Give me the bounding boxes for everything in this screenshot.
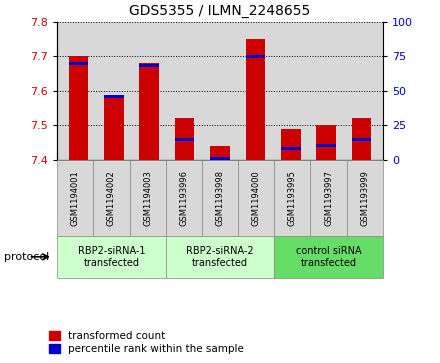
- Bar: [281, 129, 301, 160]
- Bar: [139, 63, 159, 160]
- Bar: [175, 118, 194, 160]
- Text: control siRNA
transfected: control siRNA transfected: [296, 246, 361, 268]
- Text: RBP2-siRNA-1
transfected: RBP2-siRNA-1 transfected: [78, 246, 145, 268]
- Text: RBP2-siRNA-2
transfected: RBP2-siRNA-2 transfected: [186, 246, 254, 268]
- Bar: [281, 147, 301, 150]
- Bar: [246, 55, 265, 58]
- Text: GSM1193995: GSM1193995: [288, 170, 297, 226]
- Bar: [69, 62, 88, 65]
- Text: GSM1194001: GSM1194001: [71, 170, 80, 226]
- Text: GSM1194000: GSM1194000: [252, 170, 260, 226]
- Text: GSM1193996: GSM1193996: [180, 170, 188, 226]
- Text: GSM1193998: GSM1193998: [216, 170, 224, 226]
- Bar: [352, 118, 371, 160]
- Text: GSM1193999: GSM1193999: [360, 170, 369, 226]
- Bar: [139, 64, 159, 68]
- Bar: [352, 138, 371, 140]
- Bar: [104, 95, 124, 98]
- Legend: transformed count, percentile rank within the sample: transformed count, percentile rank withi…: [49, 331, 244, 354]
- Text: protocol: protocol: [4, 252, 50, 262]
- Text: GSM1194002: GSM1194002: [107, 170, 116, 226]
- Bar: [210, 146, 230, 160]
- Bar: [175, 138, 194, 140]
- Text: GSM1193997: GSM1193997: [324, 170, 333, 226]
- Bar: [316, 125, 336, 160]
- Text: GSM1194003: GSM1194003: [143, 170, 152, 226]
- Bar: [69, 56, 88, 160]
- Bar: [104, 98, 124, 160]
- Title: GDS5355 / ILMN_2248655: GDS5355 / ILMN_2248655: [129, 4, 311, 18]
- Bar: [316, 144, 336, 147]
- Bar: [210, 157, 230, 160]
- Bar: [246, 39, 265, 160]
